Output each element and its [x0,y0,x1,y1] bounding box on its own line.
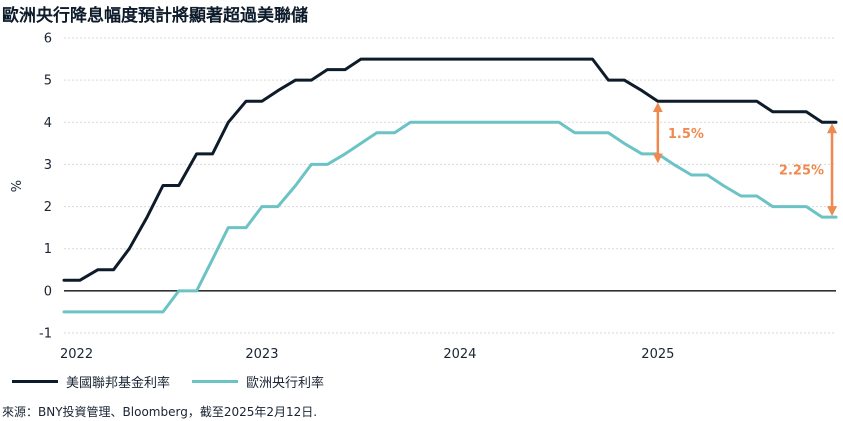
legend-item-fed: 美國聯邦基金利率 [12,372,170,391]
y-tick-label: 1 [44,242,52,257]
x-tick-label: 2022 [60,347,93,362]
legend-label-ecb: 歐洲央行利率 [246,376,325,391]
y-tick-label: 5 [44,74,52,89]
y-tick-label: 2 [44,200,52,215]
spread-label: 2.25% [779,164,824,179]
series-line-fed [62,57,838,282]
series-line-ecb [62,120,838,314]
legend-swatch-fed [12,380,58,383]
x-tick-label: 2024 [443,347,476,362]
legend-item-ecb: 歐洲央行利率 [192,372,324,391]
y-tick-label: -1 [39,327,52,342]
source-note: 來源：BNY投資管理、Bloomberg，截至2025年2月12日. [2,405,318,419]
x-tick-label: 2023 [245,347,278,362]
chart-legend: 美國聯邦基金利率 歐洲央行利率 [12,372,324,391]
y-tick-label: 3 [44,158,52,173]
y-axis-label: % [10,180,25,192]
line-chart: -1 0 1 2 3 4 5 6% 2022 2023 2024 2025 1.5% 2.25% [10,32,838,362]
chart-title: 歐洲央行降息幅度預計將顯著超過美聯儲 [2,6,308,26]
legend-label-fed: 美國聯邦基金利率 [66,376,171,391]
y-tick-label: 0 [44,284,52,299]
spread-label: 1.5% [668,127,704,142]
legend-swatch-ecb [192,380,239,383]
y-tick-label: 4 [44,116,52,131]
x-tick-label: 2025 [641,347,674,362]
y-tick-label: 6 [44,32,52,47]
